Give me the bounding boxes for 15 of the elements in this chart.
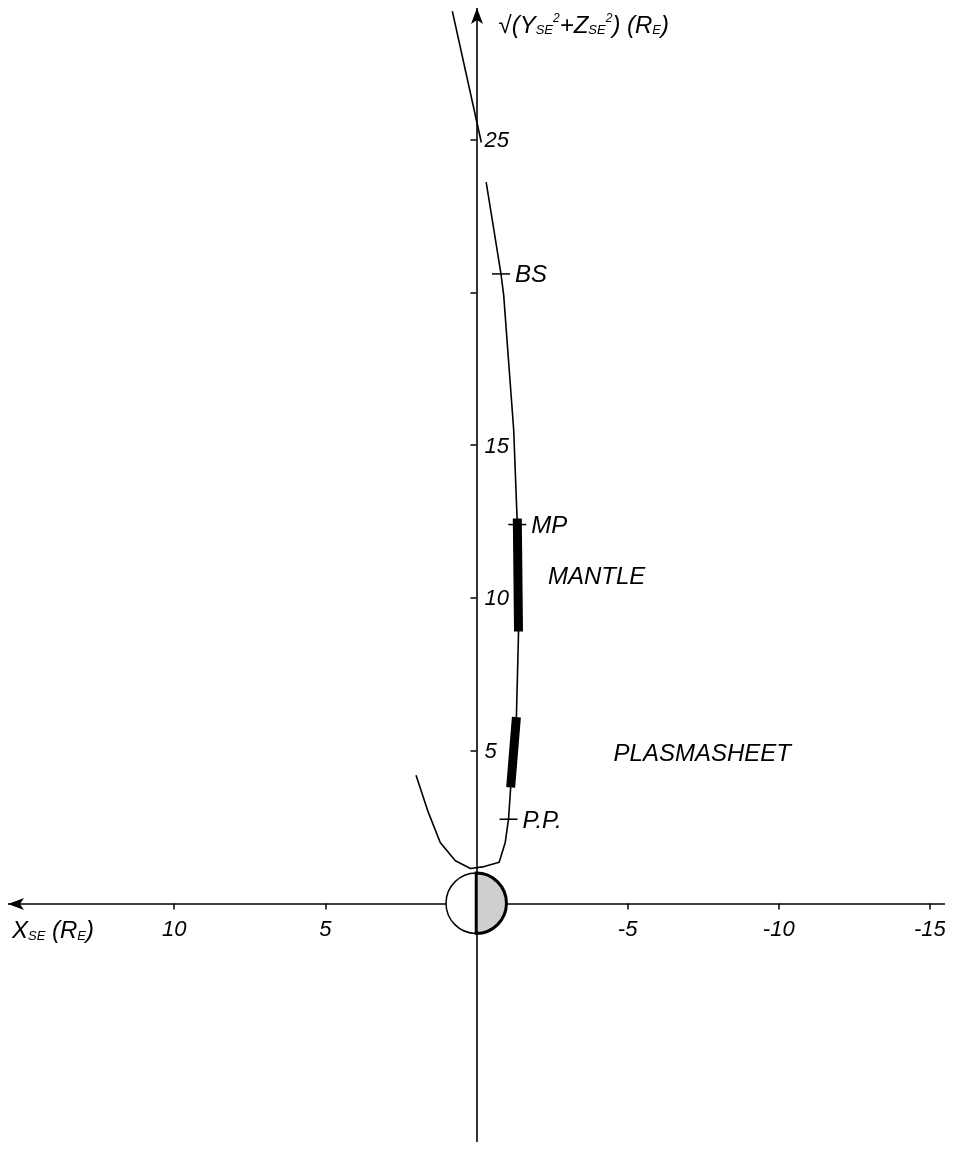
y-tick-label: 15 — [484, 432, 510, 458]
text: PLASMASHEET — [613, 738, 794, 766]
x-tick-label: -5 — [617, 916, 639, 942]
x-tick-label: -15 — [913, 916, 947, 942]
annotation: BS — [514, 260, 547, 288]
annotation: MP — [531, 511, 568, 539]
y-tick-label: 5 — [484, 738, 498, 764]
annotation: P.P. — [522, 805, 562, 833]
x-tick-label: 5 — [319, 916, 333, 942]
series-label: MANTLE — [547, 561, 647, 589]
y-tick-label: 25 — [483, 126, 510, 152]
x-tick-label: -10 — [762, 916, 796, 942]
x-axis-title: XSE (RE) — [11, 916, 95, 944]
x-tick-label: 10 — [162, 916, 188, 942]
y-tick-label: 10 — [484, 585, 510, 611]
